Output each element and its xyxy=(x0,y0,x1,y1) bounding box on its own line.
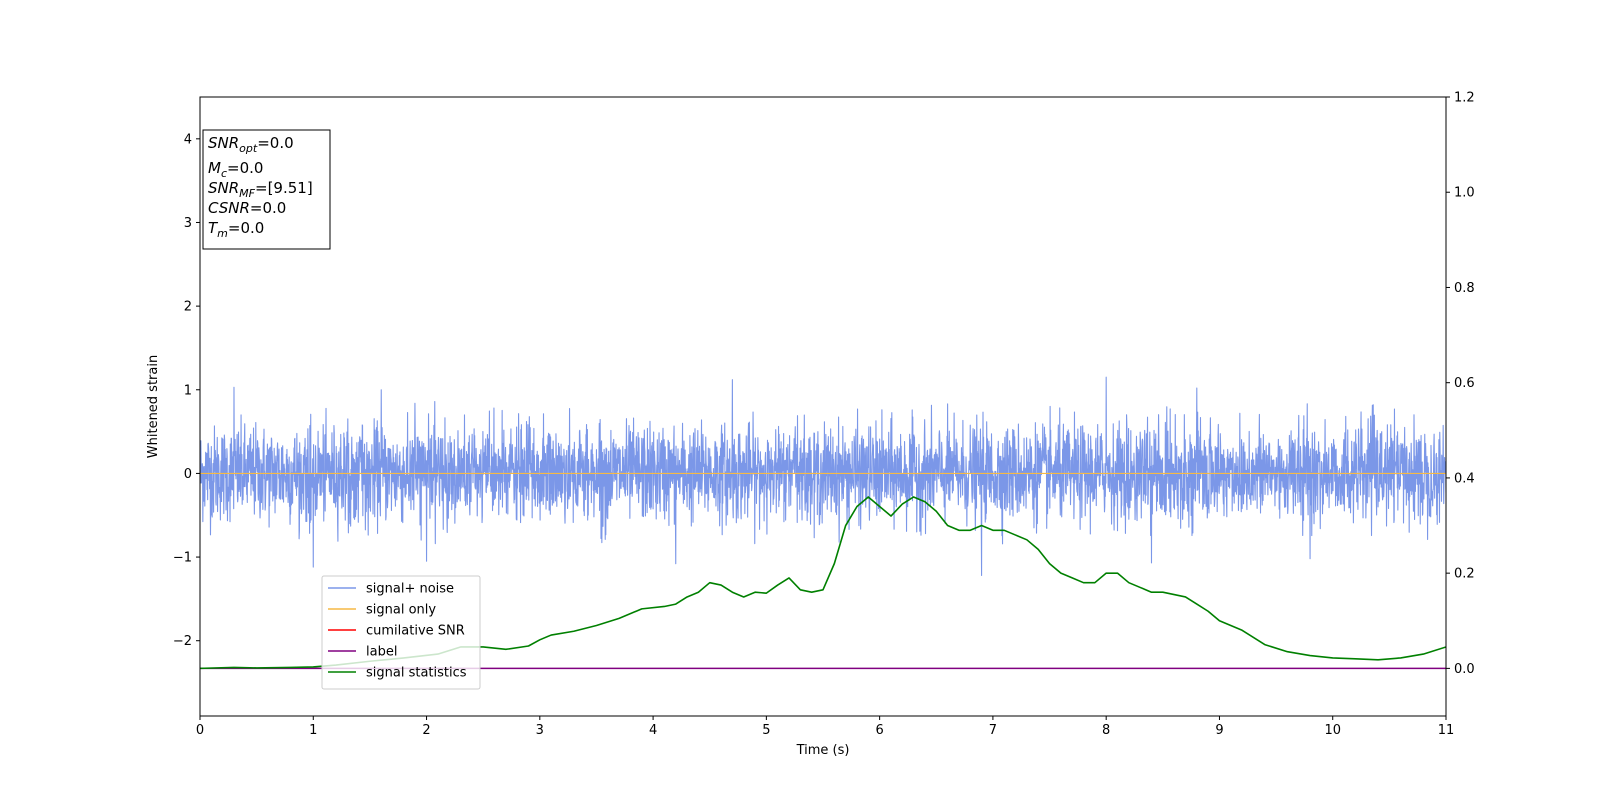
legend: signal+ noise signal only cumilative SNR la… xyxy=(321,575,481,690)
y-left-tick-label: 2 xyxy=(184,300,192,315)
x-axis-label: Time (s) xyxy=(796,743,850,758)
stat-snr-opt: SNRopt=0.0 xyxy=(208,134,294,155)
y-right-tick-label: 0.4 xyxy=(1454,471,1475,486)
y-left-tick-label: 3 xyxy=(184,216,192,231)
stat-snr-opt-value: =0.0 xyxy=(257,134,293,152)
stat-mc-value: =0.0 xyxy=(227,159,263,177)
stat-tm-value: =0.0 xyxy=(228,219,264,237)
stat-csnr: CSNR=0.0 xyxy=(208,199,286,217)
stat-snr-mf-symbol: SNR xyxy=(208,179,239,197)
y-left-tick-label: −2 xyxy=(173,634,192,649)
legend-label-label: label xyxy=(366,645,397,660)
x-tick-label: 0 xyxy=(196,723,204,738)
x-tick-label: 1 xyxy=(309,723,317,738)
y-right-tick-label: 0.8 xyxy=(1454,281,1475,296)
x-tick-label: 8 xyxy=(1102,723,1110,738)
stats-box: SNRopt=0.0 Mc=0.0 SNRMF=[9.51] CSNR=0.0 … xyxy=(202,129,331,250)
legend-label-signal-only: signal only xyxy=(366,603,436,618)
stat-snr-opt-subscript: opt xyxy=(239,142,258,155)
x-tick-label: 11 xyxy=(1438,723,1455,738)
y-right-tick-label: 1.0 xyxy=(1454,186,1475,201)
stats-box-frame xyxy=(202,129,331,250)
stat-snr-mf-value: =[9.51] xyxy=(255,179,313,197)
stat-snr-opt-symbol: SNR xyxy=(208,134,239,152)
legend-label-signal-noise: signal+ noise xyxy=(366,582,454,597)
x-tick-label: 7 xyxy=(989,723,997,738)
x-tick-label: 4 xyxy=(649,723,657,738)
legend-label-signal-statistics: signal statistics xyxy=(366,666,467,681)
stat-csnr-symbol: CSNR xyxy=(208,199,250,217)
axis-ticks: 0 1 2 3 4 5 6 7 8 9 10 11 −2 −1 0 1 2 3 4 0.0 0.2 0.4 0.6 0.8 1.… xyxy=(173,91,1475,739)
stat-mc-subscript: c xyxy=(221,167,227,180)
x-tick-label: 9 xyxy=(1215,723,1223,738)
x-tick-label: 10 xyxy=(1324,723,1341,738)
x-tick-label: 3 xyxy=(536,723,544,738)
y-axis-label-left: Whitened strain xyxy=(146,355,161,458)
y-left-tick-label: 4 xyxy=(184,132,192,147)
stat-mc-symbol: M xyxy=(208,159,221,177)
legend-frame xyxy=(321,575,481,690)
y-right-tick-label: 1.2 xyxy=(1454,91,1475,106)
stat-tm-subscript: m xyxy=(217,227,228,240)
y-right-tick-label: 0.0 xyxy=(1454,662,1475,677)
stat-tm: Tm=0.0 xyxy=(208,219,264,240)
y-right-tick-label: 0.6 xyxy=(1454,376,1475,391)
y-left-tick-label: 0 xyxy=(184,467,192,482)
y-right-tick-label: 0.2 xyxy=(1454,567,1475,582)
y-left-tick-label: −1 xyxy=(173,551,192,566)
x-tick-label: 5 xyxy=(762,723,770,738)
y-left-tick-label: 1 xyxy=(184,383,192,398)
stat-tm-symbol: T xyxy=(208,219,219,237)
stat-snr-mf-subscript: MF xyxy=(239,187,255,200)
series-line-signal-statistics xyxy=(200,496,1446,670)
x-tick-label: 6 xyxy=(875,723,883,738)
stat-snr-mf: SNRMF=[9.51] xyxy=(208,179,313,200)
x-tick-label: 2 xyxy=(422,723,430,738)
stat-mc: Mc=0.0 xyxy=(208,159,263,180)
axes-frame xyxy=(199,96,1447,717)
stat-csnr-value: =0.0 xyxy=(250,199,286,217)
legend-label-cumilative-snr: cumilative SNR xyxy=(366,624,465,639)
